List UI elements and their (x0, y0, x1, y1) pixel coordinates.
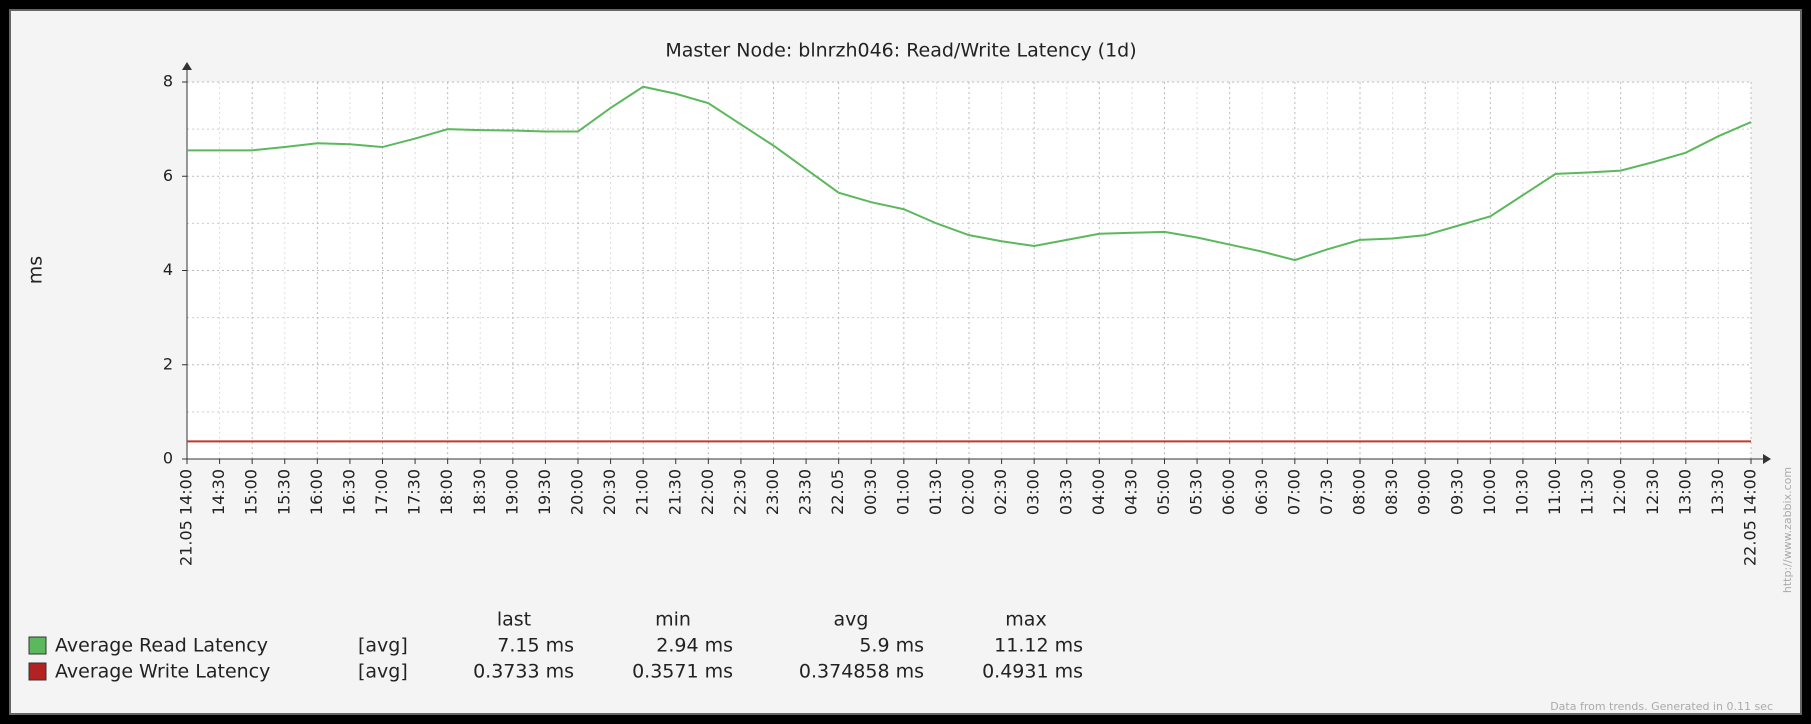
y-tick-label: 8 (163, 72, 173, 91)
legend-label: Average Write Latency (55, 661, 270, 683)
x-tick-label: 07:30 (1317, 469, 1336, 515)
x-tick-label: 19:00 (502, 469, 521, 515)
x-tick-label: 05:00 (1154, 469, 1173, 515)
x-tick-label: 22:30 (730, 469, 749, 515)
x-tick-label: 17:00 (372, 469, 391, 515)
y-tick-label: 6 (163, 166, 173, 185)
legend-stat: 0.374858 ms (799, 661, 924, 683)
x-tick-label: 20:00 (568, 469, 587, 515)
x-tick-label: 11:00 (1545, 469, 1564, 515)
stats-header: min (655, 609, 691, 631)
x-tick-label: 17:30 (405, 469, 424, 515)
x-tick-label: 05:30 (1187, 469, 1206, 515)
x-tick-label: 21:00 (633, 469, 652, 515)
legend-stat: 0.3571 ms (632, 661, 733, 683)
legend-stat: 5.9 ms (859, 635, 924, 657)
x-tick-label: 16:30 (339, 469, 358, 515)
legend-stat: [avg] (358, 661, 408, 683)
legend-swatch (28, 636, 47, 655)
x-tick-label: 13:00 (1675, 469, 1694, 515)
legend-swatch (28, 662, 47, 681)
y-tick-label: 4 (163, 260, 173, 279)
legend-stat: [avg] (358, 635, 408, 657)
x-tick-label: 03:30 (1056, 469, 1075, 515)
x-tick-label: 07:00 (1284, 469, 1303, 515)
legend-stat: 0.3733 ms (473, 661, 574, 683)
x-tick-label: 14:30 (209, 469, 228, 515)
x-tick-label: 19:30 (535, 469, 554, 515)
x-tick-label: 01:00 (893, 469, 912, 515)
x-tick-label: 03:00 (1024, 469, 1043, 515)
stats-header: last (497, 609, 531, 631)
x-tick-label: 13:30 (1708, 469, 1727, 515)
x-tick-label: 04:30 (1121, 469, 1140, 515)
y-axis-arrow (182, 62, 192, 70)
x-tick-label: 06:00 (1219, 469, 1238, 515)
x-tick-label: 02:00 (959, 469, 978, 515)
x-tick-label: 12:30 (1643, 469, 1662, 515)
x-tick-label: 11:30 (1578, 469, 1597, 515)
footer: Data from trends. Generated in 0.11 sec (1550, 700, 1773, 713)
x-tick-label: 09:00 (1415, 469, 1434, 515)
x-tick-label: 12:00 (1610, 469, 1629, 515)
stats-header: avg (834, 609, 869, 631)
x-tick-label: 18:00 (437, 469, 456, 515)
x-tick-label: 01:30 (926, 469, 945, 515)
x-tick-label: 22.05 14:00 (1741, 469, 1760, 566)
x-axis-arrow (1763, 454, 1771, 464)
x-tick-label: 00:30 (861, 469, 880, 515)
y-axis-label: ms (25, 256, 47, 284)
x-tick-label: 21.05 14:00 (177, 469, 196, 566)
x-tick-label: 10:00 (1480, 469, 1499, 515)
x-tick-label: 08:30 (1382, 469, 1401, 515)
legend-stat: 0.4931 ms (982, 661, 1083, 683)
legend-stat: 11.12 ms (994, 635, 1083, 657)
y-tick-label: 2 (163, 354, 173, 373)
x-tick-label: 06:30 (1252, 469, 1271, 515)
legend-label: Average Read Latency (55, 635, 268, 657)
x-tick-label: 04:00 (1089, 469, 1108, 515)
x-tick-label: 10:30 (1512, 469, 1531, 515)
x-tick-label: 15:00 (242, 469, 261, 515)
x-tick-label: 09:30 (1447, 469, 1466, 515)
stats-header: max (1005, 609, 1046, 631)
x-tick-label: 22:00 (698, 469, 717, 515)
side-text: http://www.zabbix.com (1781, 467, 1794, 593)
legend-stat: 2.94 ms (656, 635, 733, 657)
x-tick-label: 21:30 (665, 469, 684, 515)
x-tick-label: 08:00 (1350, 469, 1369, 515)
y-tick-label: 0 (163, 449, 173, 468)
x-tick-label: 23:30 (796, 469, 815, 515)
series-line (187, 85, 1752, 262)
x-tick-label: 18:30 (470, 469, 489, 515)
chart-title: Master Node: blnrzh046: Read/Write Laten… (665, 40, 1136, 62)
x-tick-label: 16:00 (307, 469, 326, 515)
x-tick-label: 23:00 (763, 469, 782, 515)
x-tick-label: 15:30 (274, 469, 293, 515)
x-tick-label: 02:30 (991, 469, 1010, 515)
x-tick-label: 22.05 (828, 469, 847, 515)
legend-stat: 7.15 ms (497, 635, 574, 657)
x-tick-label: 20:30 (600, 469, 619, 515)
